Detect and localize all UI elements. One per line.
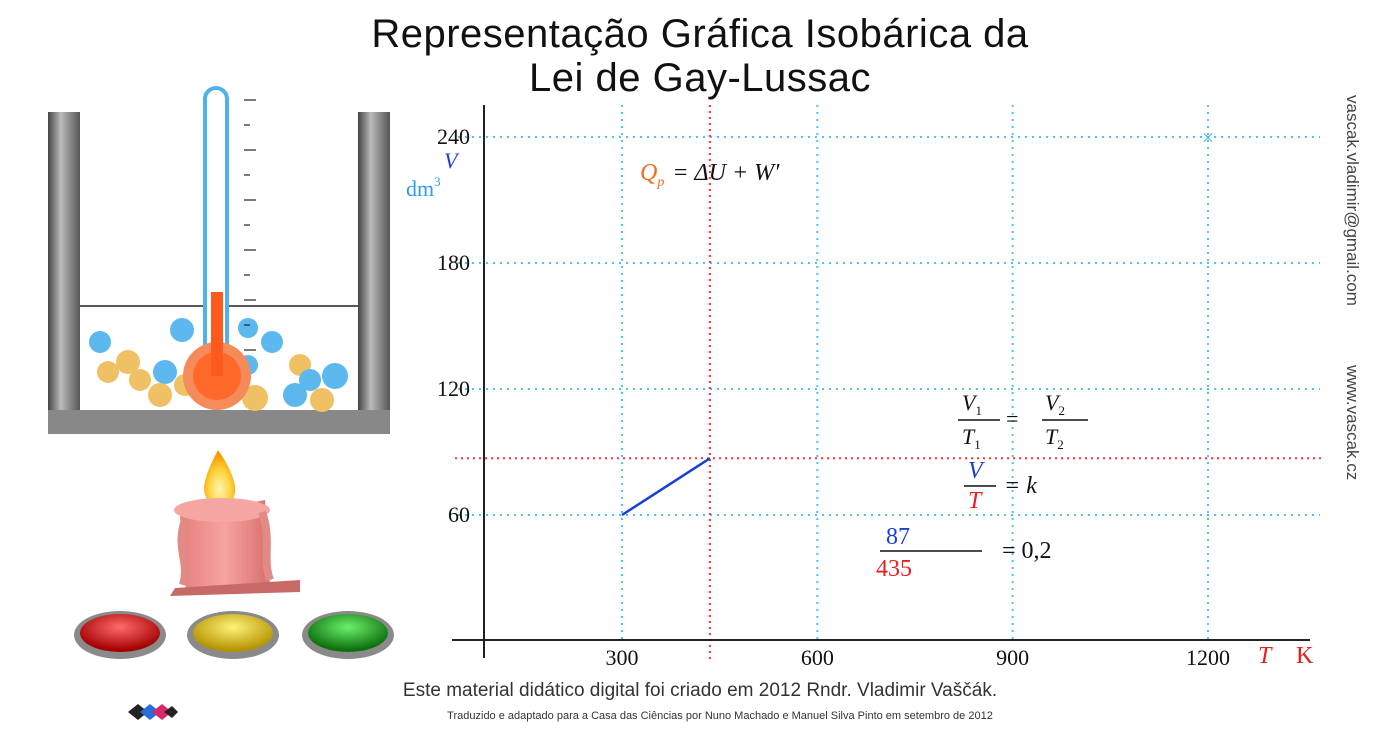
ratio-numerator: 87 (886, 524, 910, 550)
x-tick-label: 600 (801, 645, 834, 670)
target-marker: × (1202, 125, 1214, 150)
ratio-denominator: 435 (876, 556, 912, 582)
y-tick-label: 60 (448, 502, 470, 527)
y-tick-label: 240 (437, 124, 470, 149)
credit-sub: Traduzido e adaptado para a Casa das Ciê… (447, 710, 993, 722)
credit-main: Este material didático digital foi criad… (402, 680, 998, 701)
t1-symbol: T (962, 424, 976, 449)
author-email[interactable]: vascak.vladimir@gmail.com (1343, 95, 1362, 306)
beaker-left-wall (48, 112, 80, 434)
v1-subscript: 1 (975, 403, 982, 418)
title-line-1: Representação Gráfica Isobárica da (371, 12, 1029, 56)
x-axis-label: T (1258, 643, 1273, 669)
q-symbol: Q (640, 160, 657, 186)
v2-symbol: V (1045, 390, 1061, 415)
ratio-result: = 0,2 (1002, 538, 1052, 564)
yellow-button[interactable] (187, 611, 279, 659)
y-unit-exp: 3 (434, 174, 441, 189)
x-axis-unit: K (1296, 643, 1314, 669)
q-subscript: p (656, 175, 664, 190)
casa-das-ciencias-logo (128, 704, 178, 720)
candle (170, 450, 300, 596)
svg-text:T1: T1 (962, 424, 981, 452)
title-line-2: Lei de Gay-Lussac (528, 56, 871, 100)
ratio-equation: V1 T1 = V2 T2 (958, 390, 1088, 452)
t-symbol: T (968, 488, 983, 514)
v2-subscript: 2 (1058, 403, 1065, 418)
ratio-equals: = (1006, 406, 1018, 431)
q-rhs: = ΔU + W′ (672, 160, 780, 186)
x-tick-label: 900 (996, 645, 1029, 670)
k-equals: = k (1004, 473, 1037, 499)
v-symbol: V (968, 458, 985, 484)
thermometer (183, 86, 256, 410)
beaker-bottom (48, 410, 390, 434)
y-tick-label: 120 (437, 376, 470, 401)
y-axis-label: V (444, 148, 460, 173)
beaker-right-wall (358, 112, 390, 434)
series-line (621, 457, 711, 517)
x-tick-label: 1200 (1186, 645, 1230, 670)
t1-subscript: 1 (974, 437, 981, 452)
y-tick-label: 180 (437, 250, 470, 275)
energy-equation: Qp = ΔU + W′ (640, 160, 780, 190)
svg-text:V1: V1 (962, 390, 982, 418)
x-tick-label: 300 (606, 645, 639, 670)
v1-symbol: V (962, 390, 978, 415)
svg-text:V2: V2 (1045, 390, 1065, 418)
apparatus (48, 86, 390, 596)
t2-subscript: 2 (1057, 437, 1064, 452)
numeric-ratio: 87 435 = 0,2 (876, 524, 1052, 582)
svg-text:T2: T2 (1045, 424, 1064, 452)
t2-symbol: T (1045, 424, 1059, 449)
constant-equation: V T = k (964, 458, 1037, 514)
green-button[interactable] (302, 611, 394, 659)
red-button[interactable] (74, 611, 166, 659)
author-website[interactable]: www.vascak.cz (1343, 365, 1362, 481)
